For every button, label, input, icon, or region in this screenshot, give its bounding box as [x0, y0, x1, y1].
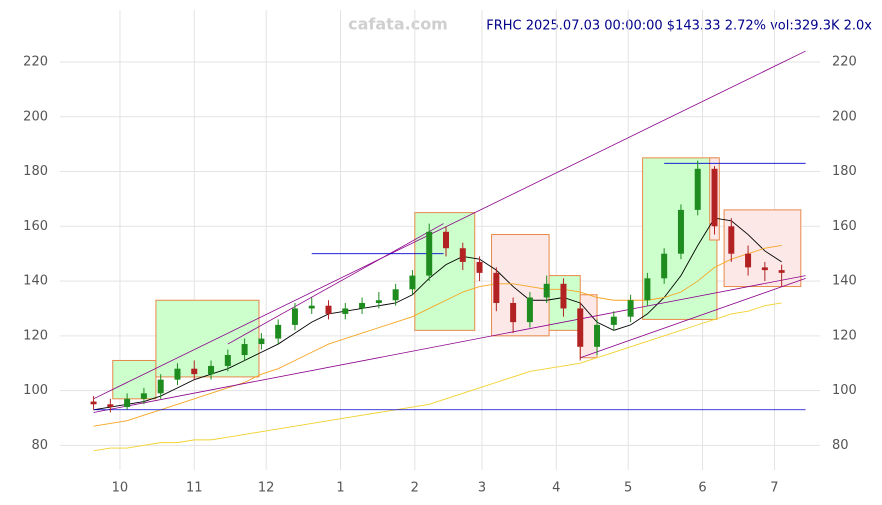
trendline	[227, 223, 444, 345]
y-tick-label: 180	[23, 164, 48, 179]
candle-body	[745, 253, 752, 268]
candle-body	[493, 272, 500, 303]
x-tick-label: 12	[258, 481, 275, 496]
x-tick-label: 10	[112, 481, 129, 496]
zone-box	[112, 359, 157, 400]
candle-body	[543, 283, 550, 298]
y-tick-label: 100	[23, 383, 48, 398]
y-tick-label-right: 140	[832, 274, 857, 289]
candle-body	[241, 344, 248, 355]
y-tick-label-right: 160	[832, 219, 857, 234]
ma-line	[93, 245, 782, 427]
x-tick-label: 1	[336, 481, 344, 496]
y-tick-label-right: 180	[832, 164, 857, 179]
y-tick-label-right: 220	[832, 55, 857, 70]
chart-title: FRHC 2025.07.03 00:00:00 $143.33 2.72% v…	[486, 19, 872, 34]
y-tick-label: 220	[23, 55, 48, 70]
candle-body	[459, 248, 466, 262]
y-tick-label-right: 200	[832, 109, 857, 124]
y-tick-label: 140	[23, 274, 48, 289]
zone-box	[414, 212, 476, 331]
candle-body	[526, 297, 533, 323]
candle-body	[359, 302, 366, 309]
candle-body	[124, 398, 131, 408]
candle-body	[661, 253, 668, 279]
candle-body	[90, 401, 97, 405]
candle-body	[476, 261, 483, 273]
x-tick-label: 3	[478, 481, 486, 496]
plot	[60, 10, 820, 470]
candle-body	[778, 270, 785, 273]
candle-body	[594, 324, 601, 347]
candle-body	[610, 316, 617, 325]
candle-body	[291, 308, 298, 325]
candle-body	[426, 231, 433, 276]
candle-body	[392, 289, 399, 301]
ma-line	[93, 217, 782, 411]
candle-body	[577, 308, 584, 347]
candle-body	[208, 365, 215, 375]
candle-body	[342, 308, 349, 314]
candle-body	[308, 305, 315, 309]
y-tick-label-right: 80	[832, 438, 849, 453]
candle-body	[761, 267, 768, 271]
x-tick-label: 7	[770, 481, 778, 496]
y-tick-label: 200	[23, 109, 48, 124]
y-tick-label-right: 100	[832, 383, 857, 398]
candle-body	[325, 305, 332, 314]
candle-body	[174, 368, 181, 380]
candle-body	[375, 300, 382, 303]
candle-body	[510, 302, 517, 323]
candle-body	[409, 275, 416, 290]
candle-body	[107, 404, 114, 408]
y-tick-label: 120	[23, 328, 48, 343]
candle-body	[275, 324, 282, 339]
candle-body	[140, 393, 147, 399]
candle-body	[627, 300, 634, 317]
trendline	[93, 275, 806, 413]
zone-box	[155, 299, 260, 378]
x-tick-label: 5	[624, 481, 632, 496]
candle-body	[694, 168, 701, 210]
x-tick-label: 11	[186, 481, 203, 496]
x-tick-label: 6	[698, 481, 706, 496]
candle-body	[728, 226, 735, 254]
x-tick-label: 2	[411, 481, 419, 496]
candle-body	[157, 379, 164, 394]
trendline	[93, 50, 806, 400]
watermark: cafata.com	[348, 15, 448, 34]
candle-body	[644, 278, 651, 301]
y-tick-label-right: 120	[832, 328, 857, 343]
candle-body	[224, 355, 231, 366]
candle-body	[560, 283, 567, 309]
candle-body	[191, 368, 198, 375]
ma-line	[93, 302, 782, 452]
candle-body	[711, 168, 718, 227]
x-tick-label: 4	[552, 481, 560, 496]
candle-body	[258, 338, 265, 345]
candle-body	[677, 209, 684, 254]
trendline	[580, 277, 806, 359]
y-tick-label: 80	[31, 438, 48, 453]
y-tick-label: 160	[23, 219, 48, 234]
candle-body	[442, 231, 449, 249]
